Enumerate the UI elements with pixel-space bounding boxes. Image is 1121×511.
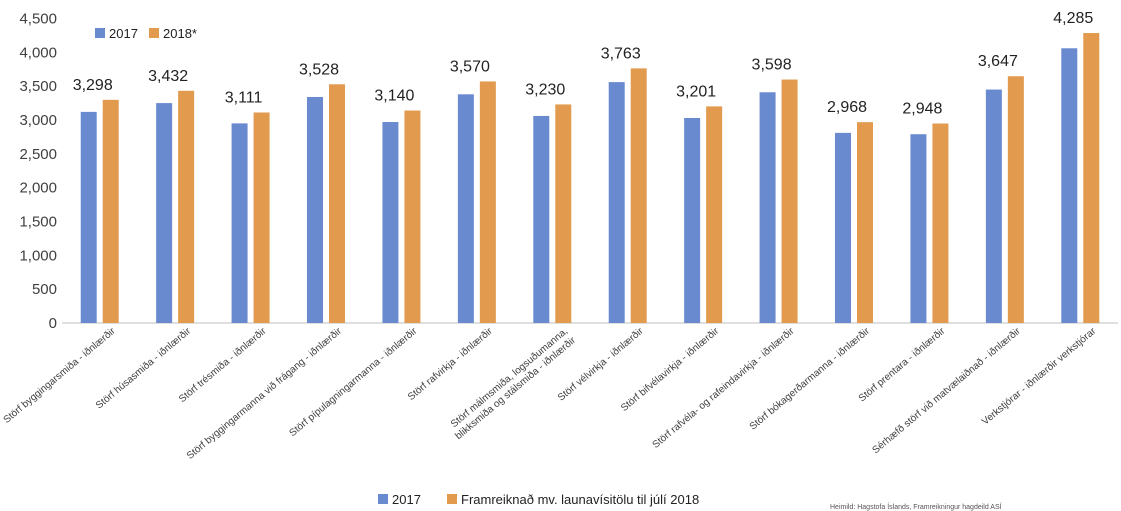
- y-tick-label: 2,000: [19, 180, 57, 197]
- bar-2017: [382, 122, 399, 323]
- category-label: Störf prentara - iðnlærðir: [856, 325, 948, 405]
- source-note: Heimild: Hagstofa Íslands, Framreikningu…: [830, 502, 1002, 511]
- data-label-2018: 4,285: [1053, 10, 1093, 27]
- data-label-2018: 3,111: [225, 89, 263, 106]
- y-tick-label: 4,500: [19, 11, 57, 28]
- category-label: Störf bókagerðarmanna - iðnlærðir: [747, 325, 872, 433]
- y-tick-label: 2,500: [19, 146, 57, 163]
- y-tick-label: 3,500: [19, 78, 57, 95]
- y-tick-label: 0: [49, 315, 57, 332]
- legend-bottom-swatch-projection: [447, 494, 457, 504]
- bar-2017: [533, 115, 550, 323]
- data-label-2018: 2,968: [827, 99, 867, 116]
- legend-bottom-label-2017: 2017: [392, 492, 421, 507]
- category-label: Sérhæfð störf við matvælaiðnað - iðnlærð…: [870, 325, 1023, 456]
- bar-2018: [857, 122, 873, 323]
- y-axis: 0 500 1,000 1,500 2,000 2,500 3,000 3,500 4,000 4…: [19, 11, 57, 333]
- legend-top-swatch-2017: [95, 28, 105, 38]
- category-label: Störf pípulagningarmanna - iðnlærðir: [287, 325, 420, 439]
- bar-2018: [706, 106, 723, 323]
- bar-2017: [759, 92, 776, 323]
- data-label-2018: 3,647: [978, 53, 1018, 70]
- data-label-2018: 3,763: [601, 45, 641, 62]
- bar-2017: [608, 82, 625, 324]
- bar-2017: [231, 123, 248, 323]
- data-label-2018: 3,298: [73, 77, 113, 94]
- category-label: Störf málmsmiða, logsuðumanna,blikksmiða…: [445, 325, 578, 442]
- bar-2018: [329, 84, 345, 323]
- category-label: Störf byggingarmanna við frágang - iðnlæ…: [184, 325, 344, 462]
- bar-2017: [307, 96, 323, 323]
- bar-2018: [1007, 76, 1024, 323]
- data-label-2018: 3,230: [525, 81, 565, 98]
- bar-2018: [253, 112, 270, 323]
- y-tick-label: 1,000: [19, 247, 57, 264]
- legend-top-label-2018: 2018*: [163, 26, 197, 41]
- bar-2017: [985, 89, 1002, 323]
- bar-2018: [178, 90, 195, 323]
- legend-top-swatch-2018: [149, 28, 159, 38]
- legend-bottom-swatch-2017: [378, 494, 388, 504]
- bar-2017: [457, 94, 474, 323]
- bar-2018: [932, 123, 949, 323]
- bar-2018: [404, 110, 421, 323]
- data-label-2018: 3,201: [676, 83, 716, 100]
- y-tick-label: 4,000: [19, 44, 57, 61]
- legend-bottom-label-projection: Framreiknað mv. launavísitölu til júlí 2…: [461, 492, 699, 507]
- bar-2017: [910, 134, 927, 323]
- bar-2017: [80, 111, 97, 323]
- bar-2018: [102, 99, 119, 324]
- bar-2018: [1083, 33, 1100, 323]
- data-label-2018: 2,948: [902, 101, 942, 118]
- bar-2017: [684, 117, 701, 323]
- data-label-2018: 3,528: [299, 61, 339, 78]
- data-labels: 3,298 3,432 3,111 3,528 3,140 3,570 3,230 3,763…: [73, 10, 1094, 117]
- y-tick-label: 3,000: [19, 112, 57, 129]
- legend-top: 2017 2018*: [95, 26, 197, 41]
- bar-2017: [835, 132, 851, 323]
- data-label-2018: 3,598: [752, 57, 792, 74]
- bar-2018: [630, 68, 647, 323]
- bar-2018: [555, 104, 572, 323]
- bar-2018: [781, 79, 798, 323]
- data-label-2018: 3,432: [148, 68, 188, 85]
- category-label: Störf trésmiða - iðnlærðir: [176, 325, 269, 405]
- legend-bottom: 2017 Framreiknað mv. launavísitölu til j…: [378, 492, 699, 507]
- data-label-2018: 3,140: [374, 88, 414, 105]
- data-label-2018: 3,570: [450, 58, 490, 75]
- y-tick-label: 500: [32, 281, 57, 298]
- legend-top-label-2017: 2017: [109, 26, 138, 41]
- category-label: Störf rafvirkja - iðnlærðir: [405, 325, 495, 403]
- bar-2017: [156, 103, 173, 323]
- bar-2017: [1061, 48, 1078, 323]
- bar-2018: [479, 81, 496, 324]
- bars: [80, 33, 1100, 324]
- category-label: Störf rafvéla- og rafeindavirkja - iðnlæ…: [650, 325, 797, 451]
- y-tick-label: 1,500: [19, 214, 57, 231]
